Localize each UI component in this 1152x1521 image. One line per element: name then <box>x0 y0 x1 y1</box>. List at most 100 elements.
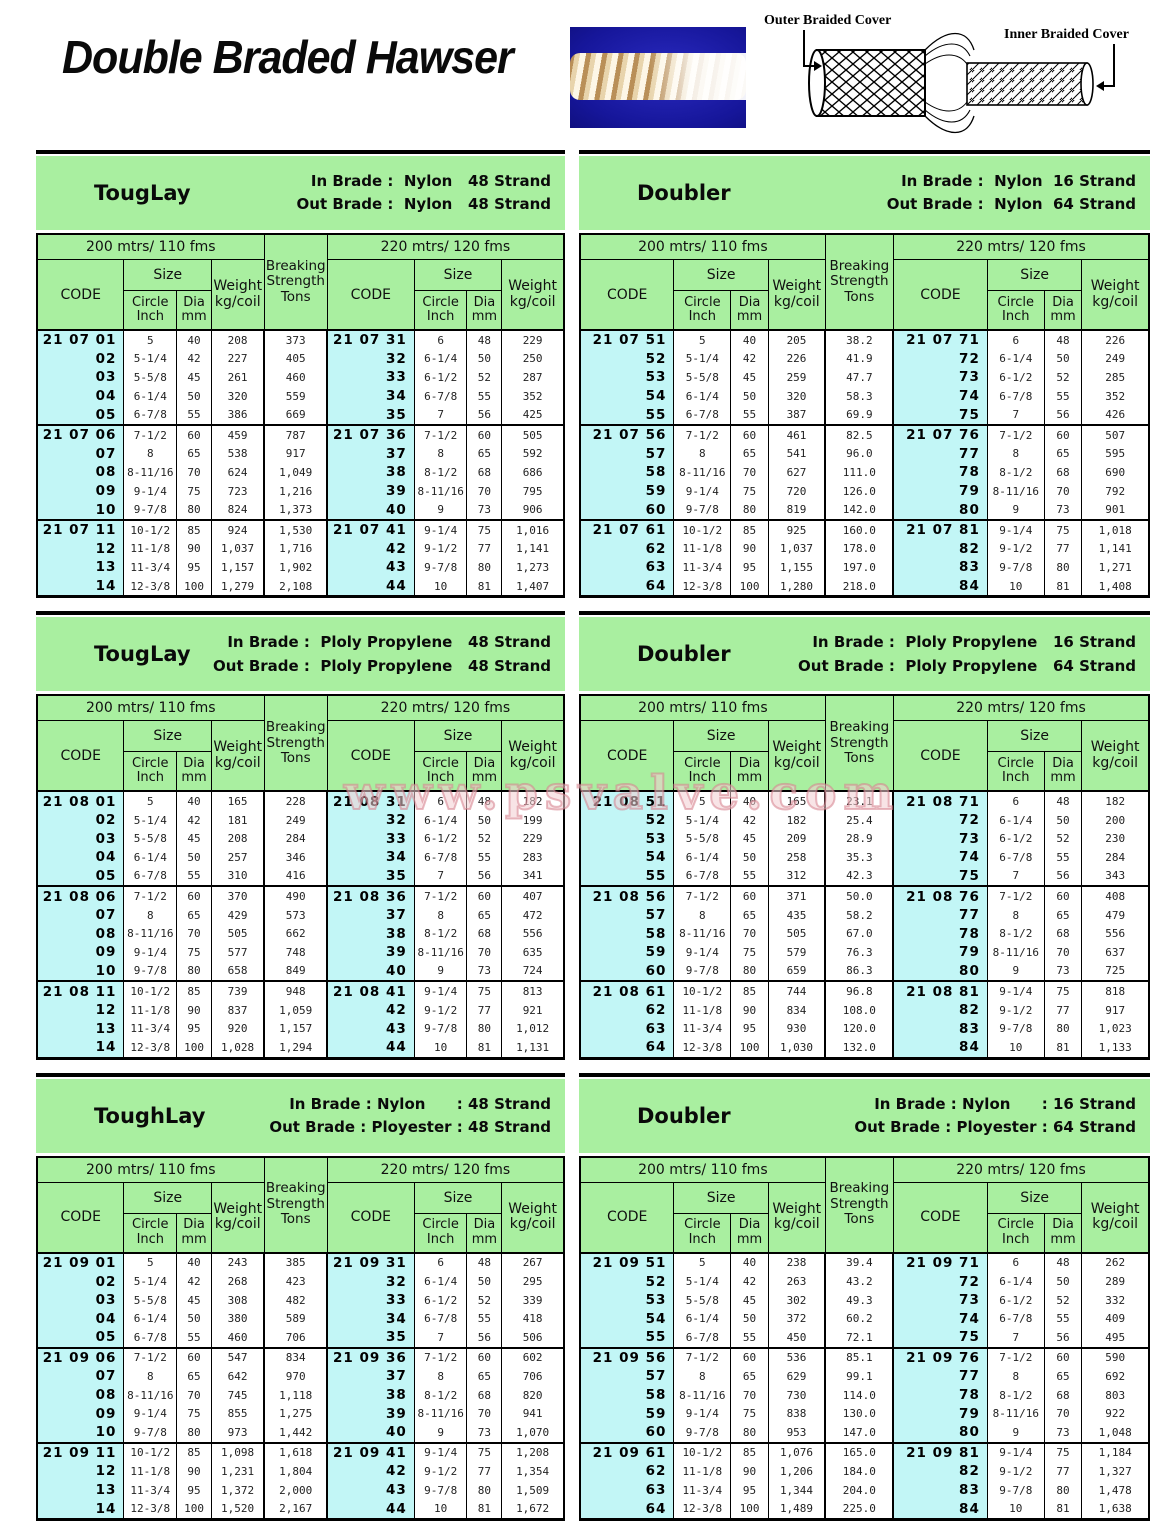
weight-value: 744 <box>767 980 826 1001</box>
table-row: 09 9-1/4 75 855 1,275 39 8-11/16 70 941 <box>36 1404 565 1423</box>
circle-inch-value: 9-7/8 <box>673 961 732 982</box>
code-left: 21 07 06 <box>36 423 125 445</box>
dia-mm-value: 55 <box>730 405 769 425</box>
breaking-strength-value: 28.9 <box>824 829 895 849</box>
weight-value: 339 <box>501 1290 565 1310</box>
code-right: 79 <box>892 943 988 962</box>
dia-mm-value: 42 <box>176 1272 212 1291</box>
dia-mm-value: 55 <box>176 405 212 425</box>
weight-value: 257 <box>210 848 265 867</box>
table-row: 07 8 65 429 573 37 8 65 472 <box>36 905 565 925</box>
circle-inch-header: Circle Inch <box>986 1212 1045 1254</box>
dia-mm-value: 73 <box>466 500 503 520</box>
dia-mm-value: 75 <box>1043 980 1083 1001</box>
weight-value: 1,279 <box>210 576 265 597</box>
code-right: 37 <box>326 905 415 925</box>
weight-value: 341 <box>501 866 565 887</box>
table-row: 53 5-5/8 45 259 47.7 73 6-1/2 52 285 <box>579 368 1150 387</box>
dia-mm-value: 81 <box>1043 1499 1083 1520</box>
weight-value: 199 <box>501 810 565 830</box>
dia-mm-value: 80 <box>176 961 212 982</box>
code-header: CODE <box>326 259 415 331</box>
dia-mm-value: 60 <box>466 423 503 445</box>
weight-value: 1,030 <box>767 1038 826 1059</box>
table-row: 21 08 01 5 40 165 228 21 08 31 6 48 182 <box>36 791 565 811</box>
dia-mm-value: 75 <box>730 481 769 501</box>
table-row: 13 11-3/4 95 1,157 1,902 43 9-7/8 80 1,273 <box>36 558 565 577</box>
code-right: 84 <box>892 1499 988 1520</box>
breaking-strength-value: 849 <box>263 961 329 982</box>
dia-mm-value: 55 <box>1043 1309 1083 1328</box>
out-brade: Out Brade : Ploly Propylene 48 Strand <box>213 656 551 675</box>
spec-table: 200 mtrs/ 110 fms Breaking Strength Tons… <box>579 1155 1150 1521</box>
circle-inch-value: 7-1/2 <box>673 1346 732 1368</box>
dia-mm-value: 77 <box>466 539 503 559</box>
weight-value: 267 <box>501 1252 565 1273</box>
table-row: 62 11-1/8 90 1,206 184.0 82 9-1/2 77 1,327 <box>579 1462 1150 1481</box>
table-row: 52 5-1/4 42 226 41.9 72 6-1/4 50 249 <box>579 349 1150 369</box>
outer-braided-cover-label: Outer Braided Cover <box>764 13 891 28</box>
weight-value: 435 <box>767 905 826 925</box>
dia-mm-value: 73 <box>466 1422 503 1443</box>
circle-inch-value: 5 <box>673 1252 732 1273</box>
weight-value: 450 <box>767 1328 826 1348</box>
table-row: 08 8-11/16 70 624 1,049 38 8-1/2 68 686 <box>36 463 565 482</box>
breaking-strength-value: 165.0 <box>824 1441 895 1463</box>
code-left: 64 <box>579 1499 675 1520</box>
dia-mm-value: 50 <box>1043 1272 1083 1291</box>
table-row: 14 12-3/8 100 1,279 2,108 44 10 81 1,407 <box>36 576 565 597</box>
circle-inch-value: 6-1/4 <box>413 349 468 369</box>
breaking-strength-value: 1,902 <box>263 558 329 577</box>
circle-inch-value: 8 <box>123 1367 178 1386</box>
product-name: TougLay <box>94 642 191 667</box>
weight-value: 332 <box>1081 1290 1150 1310</box>
table-row: 03 5-5/8 45 308 482 33 6-1/2 52 339 <box>36 1290 565 1310</box>
table-blocks: TougLay In Brade : Nylon 48 Strand Out Br… <box>36 150 1150 1521</box>
code-right: 77 <box>892 1367 988 1386</box>
breaking-strength-value: 108.0 <box>824 1000 895 1020</box>
dia-mm-value: 95 <box>176 1480 212 1500</box>
code-left: 07 <box>36 905 125 925</box>
table-row: 10 9-7/8 80 658 849 40 9 73 724 <box>36 961 565 982</box>
circle-inch-value: 6-1/4 <box>123 848 178 867</box>
breaking-strength-value: 114.0 <box>824 1385 895 1405</box>
breaking-strength-value: 669 <box>263 405 329 425</box>
weight-value: 659 <box>767 961 826 982</box>
dia-mm-value: 70 <box>466 481 503 501</box>
circle-inch-value: 8-1/2 <box>986 924 1045 944</box>
weight-value: 506 <box>501 1328 565 1348</box>
circle-inch-value: 6-1/4 <box>986 810 1045 830</box>
dia-mm-header: Dia mm <box>176 290 212 331</box>
dia-mm-value: 80 <box>1043 558 1083 577</box>
brade-spec: In Brade : Nylon 48 Strand Out Brade : Ny… <box>297 170 551 217</box>
size-header: Size <box>413 1181 503 1214</box>
circle-inch-value: 9-1/4 <box>673 481 732 501</box>
dia-mm-value: 45 <box>176 368 212 387</box>
code-left: 58 <box>579 463 675 482</box>
dia-mm-value: 60 <box>176 885 212 906</box>
weight-value: 1,509 <box>501 1480 565 1500</box>
table-row: 21 07 11 10-1/2 85 924 1,530 21 07 41 9-1/4 75 1… <box>36 518 565 540</box>
dia-mm-value: 50 <box>1043 349 1083 369</box>
breaking-strength-value: 35.3 <box>824 848 895 867</box>
code-right: 80 <box>892 500 988 520</box>
circle-inch-value: 5-5/8 <box>673 829 732 849</box>
dia-mm-value: 45 <box>176 829 212 849</box>
dia-mm-value: 100 <box>176 1499 212 1520</box>
circle-inch-value: 7-1/2 <box>413 423 468 445</box>
circle-inch-value: 11-3/4 <box>673 1480 732 1500</box>
size-header: Size <box>673 1181 769 1214</box>
dia-mm-value: 52 <box>1043 368 1083 387</box>
dia-mm-value: 80 <box>176 1422 212 1443</box>
circle-inch-value: 10 <box>986 1499 1045 1520</box>
dia-mm-value: 52 <box>1043 829 1083 849</box>
weight-value: 629 <box>767 1367 826 1386</box>
dia-mm-value: 56 <box>1043 405 1083 425</box>
breaking-strength-value: 917 <box>263 444 329 464</box>
dia-mm-value: 60 <box>1043 423 1083 445</box>
table-row: 21 09 61 10-1/2 85 1,076 165.0 21 09 81 9-1/4 7… <box>579 1441 1150 1463</box>
dia-mm-value: 48 <box>466 330 503 350</box>
code-right: 42 <box>326 1462 415 1481</box>
circle-inch-value: 6-1/4 <box>673 1309 732 1328</box>
table-row: 12 11-1/8 90 1,231 1,804 42 9-1/2 77 1,354 <box>36 1462 565 1481</box>
